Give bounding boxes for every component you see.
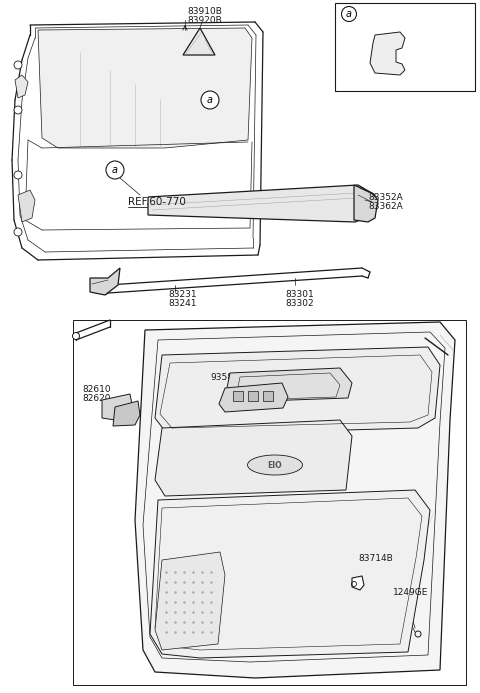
Polygon shape [148, 185, 375, 222]
Text: H83912: H83912 [361, 10, 405, 20]
Text: 83231: 83231 [168, 290, 197, 299]
Polygon shape [102, 394, 133, 422]
Polygon shape [155, 552, 225, 650]
Circle shape [341, 6, 357, 21]
Text: 83241: 83241 [168, 299, 196, 308]
Polygon shape [135, 322, 455, 678]
Ellipse shape [248, 455, 302, 475]
Text: 83920B: 83920B [187, 16, 222, 25]
Polygon shape [155, 420, 352, 496]
Polygon shape [226, 368, 352, 402]
Text: 83352A: 83352A [368, 193, 403, 202]
Polygon shape [90, 268, 120, 295]
Polygon shape [352, 576, 364, 590]
Polygon shape [370, 32, 405, 75]
Polygon shape [38, 28, 252, 148]
Text: 1249GE: 1249GE [393, 588, 428, 597]
Circle shape [106, 161, 124, 179]
Bar [233, 391, 243, 401]
Text: 93581F: 93581F [210, 373, 244, 382]
Polygon shape [113, 401, 140, 426]
Text: 83302: 83302 [285, 299, 313, 308]
Text: 82610: 82610 [82, 385, 110, 394]
Bar [73, 320, 466, 685]
Polygon shape [15, 75, 28, 98]
Text: 83714B: 83714B [358, 554, 393, 563]
Circle shape [14, 171, 22, 179]
Text: a: a [112, 165, 118, 175]
Circle shape [14, 106, 22, 114]
Text: a: a [346, 9, 352, 19]
Circle shape [14, 61, 22, 69]
Circle shape [14, 228, 22, 236]
Polygon shape [150, 490, 430, 658]
Polygon shape [18, 190, 35, 222]
Text: EIO: EIO [268, 461, 282, 469]
Polygon shape [183, 28, 215, 55]
Bar [263, 391, 273, 401]
Circle shape [201, 91, 219, 109]
Text: 83910B: 83910B [187, 7, 222, 16]
Text: 83301: 83301 [285, 290, 314, 299]
Circle shape [72, 333, 80, 340]
Text: 82620: 82620 [82, 394, 110, 403]
Polygon shape [354, 185, 378, 222]
Bar [248, 391, 258, 401]
Text: REF.60-770: REF.60-770 [128, 197, 186, 207]
Polygon shape [155, 347, 440, 435]
Polygon shape [219, 383, 288, 412]
Text: a: a [207, 95, 213, 105]
Text: 83362A: 83362A [368, 202, 403, 211]
Bar [335, 3, 475, 91]
